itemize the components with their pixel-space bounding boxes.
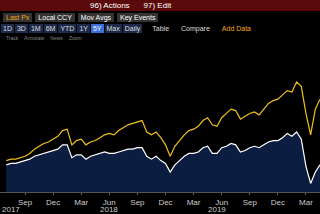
svg-text:Sep: Sep	[130, 198, 145, 207]
html-text:1D: 1D	[3, 24, 12, 32]
svg-text:Mar: Mar	[187, 198, 201, 207]
html-text:YTD: YTD	[60, 24, 75, 32]
svg-text:Jun: Jun	[215, 198, 228, 207]
html-text:News: News	[50, 34, 63, 41]
html-text:Key Events: Key Events	[120, 13, 156, 21]
svg-text:Dec: Dec	[158, 198, 172, 207]
html-text:96) Actions: 96) Actions	[90, 1, 130, 10]
svg-text:2018: 2018	[100, 205, 118, 214]
html-text:Mov Avgs: Mov Avgs	[80, 13, 111, 21]
html-text:Daily: Daily	[124, 24, 141, 32]
html-text:Zoom: Zoom	[68, 34, 82, 41]
html-text:Table: Table	[152, 24, 169, 32]
svg-text:Mar: Mar	[299, 198, 313, 207]
svg-text:Sep: Sep	[243, 198, 258, 207]
svg-text:Mar: Mar	[74, 198, 88, 207]
html-text:Add Data: Add Data	[221, 24, 251, 32]
svg-text:2019: 2019	[208, 205, 226, 214]
html-text:Compare: Compare	[181, 24, 210, 32]
html-text:1M: 1M	[30, 24, 41, 32]
html-text:1Y: 1Y	[79, 24, 88, 32]
html-text:Track: Track	[6, 34, 19, 41]
svg-text:Sep: Sep	[18, 198, 33, 207]
svg-text:2017: 2017	[2, 205, 20, 214]
html-text:Last Px: Last Px	[6, 13, 30, 21]
svg-text:Dec: Dec	[271, 198, 285, 207]
html-text:Annotate: Annotate	[24, 34, 45, 41]
html-text:3D: 3D	[17, 24, 26, 32]
svg-text:Dec: Dec	[46, 198, 60, 207]
html-text:6M: 6M	[45, 24, 56, 32]
html-text:Local CCY: Local CCY	[38, 13, 72, 21]
html-text:Max: Max	[106, 24, 120, 32]
html-text:97) Edit: 97) Edit	[143, 1, 172, 10]
html-text:5Y: 5Y	[92, 24, 102, 32]
svg-text:Jun: Jun	[103, 198, 116, 207]
